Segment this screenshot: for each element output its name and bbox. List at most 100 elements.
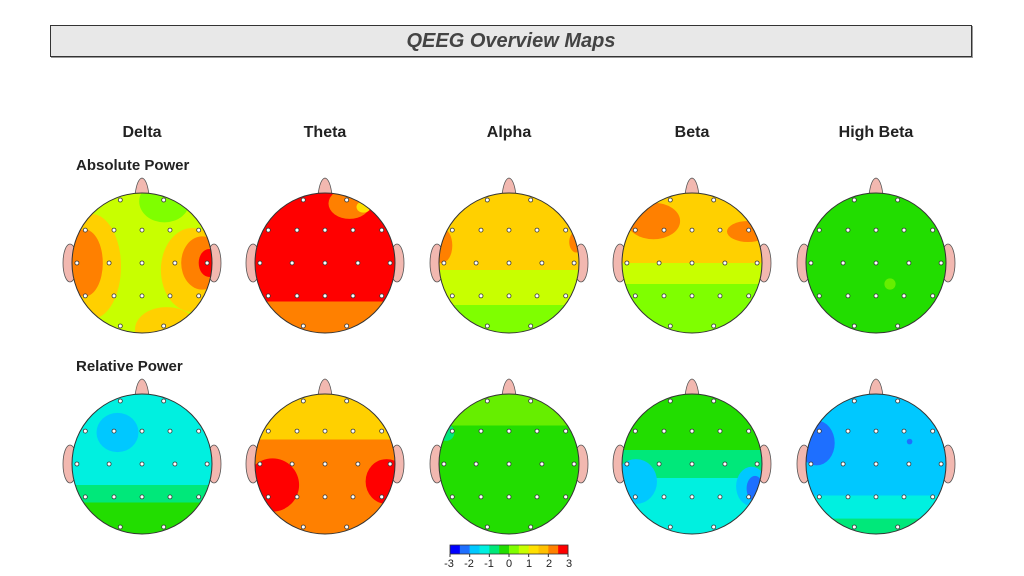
electrode-marker	[139, 293, 145, 299]
electrode-marker	[161, 197, 167, 203]
electrode-marker	[754, 461, 760, 467]
electrode-marker	[161, 323, 167, 329]
electrode-marker	[117, 323, 123, 329]
electrode-marker	[506, 494, 512, 500]
colorbar-bin	[469, 545, 480, 554]
electrode-marker	[895, 398, 901, 404]
electrode-marker	[528, 524, 534, 530]
electrode-marker	[257, 461, 263, 467]
electrode-marker	[528, 323, 534, 329]
electrode-marker	[196, 494, 202, 500]
head-map-absolute-delta	[62, 177, 222, 334]
electrode-marker	[717, 428, 723, 434]
electrode-marker	[111, 428, 117, 434]
electrode-marker	[895, 323, 901, 329]
electrode-marker	[111, 494, 117, 500]
electrode-marker	[74, 461, 80, 467]
electrode-marker	[506, 260, 512, 266]
electrode-marker	[667, 524, 673, 530]
color-field	[255, 394, 395, 534]
nose-shape	[501, 378, 517, 397]
color-band	[72, 485, 212, 503]
electrode-marker	[387, 461, 393, 467]
electrode-marker	[139, 260, 145, 266]
electrode-marker	[534, 293, 540, 299]
electrode-marker	[204, 461, 210, 467]
band-label-theta: Theta	[303, 124, 347, 141]
electrode-marker	[722, 461, 728, 467]
electrode-marker	[632, 428, 638, 434]
electrode-marker	[167, 494, 173, 500]
electrode-marker	[539, 260, 545, 266]
electrode-marker	[851, 524, 857, 530]
electrode-marker	[441, 461, 447, 467]
electrode-marker	[82, 494, 88, 500]
electrode-marker	[506, 227, 512, 233]
head-map-relative-beta	[612, 378, 772, 535]
electrode-marker	[322, 461, 328, 467]
electrode-marker	[711, 323, 717, 329]
head-map-relative-alpha	[429, 378, 589, 535]
electrode-marker	[106, 260, 112, 266]
electrode-marker	[661, 293, 667, 299]
color-field	[622, 193, 762, 333]
electrode-marker	[139, 227, 145, 233]
electrode-marker	[300, 524, 306, 530]
electrode-marker	[478, 227, 484, 233]
electrode-marker	[139, 461, 145, 467]
electrode-marker	[344, 398, 350, 404]
electrode-marker	[379, 494, 385, 500]
nose-shape	[684, 378, 700, 397]
electrode-marker	[632, 293, 638, 299]
electrode-marker	[930, 227, 936, 233]
electrode-marker	[167, 227, 173, 233]
head-outline	[805, 393, 947, 535]
color-region	[365, 459, 395, 504]
electrode-marker	[484, 524, 490, 530]
electrode-marker	[484, 197, 490, 203]
electrode-marker	[717, 227, 723, 233]
head-outline	[254, 192, 396, 334]
electrode-marker	[300, 398, 306, 404]
colorbar-tick: -3	[444, 558, 454, 570]
electrode-marker	[117, 398, 123, 404]
head-outline	[438, 192, 580, 334]
electrode-marker	[901, 227, 907, 233]
color-band	[806, 518, 946, 534]
electrode-marker	[294, 227, 300, 233]
colorbar-bin	[489, 545, 500, 554]
color-region	[626, 202, 681, 240]
electrode-marker	[528, 197, 534, 203]
electrode-marker	[74, 260, 80, 266]
colorbar-bin	[528, 545, 539, 554]
electrode-marker	[82, 293, 88, 299]
electrode-marker	[656, 461, 662, 467]
electrode-marker	[506, 428, 512, 434]
band-label-high-beta: High Beta	[838, 124, 914, 141]
electrode-marker	[689, 494, 695, 500]
electrode-marker	[851, 398, 857, 404]
electrode-marker	[117, 524, 123, 530]
electrode-marker	[563, 227, 569, 233]
electrode-marker	[563, 494, 569, 500]
electrode-marker	[851, 197, 857, 203]
electrode-marker	[473, 461, 479, 467]
electrode-marker	[840, 260, 846, 266]
electrode-marker	[172, 260, 178, 266]
electrode-marker	[746, 494, 752, 500]
electrode-marker	[711, 524, 717, 530]
colorbar-tick: -1	[484, 558, 494, 570]
electrode-marker	[930, 293, 936, 299]
electrode-marker	[355, 461, 361, 467]
color-region	[439, 228, 453, 263]
electrode-marker	[204, 260, 210, 266]
electrode-marker	[379, 293, 385, 299]
electrode-marker	[711, 197, 717, 203]
electrode-marker	[717, 293, 723, 299]
colorbar-bin	[518, 545, 529, 554]
head-outline	[621, 192, 763, 334]
electrode-marker	[449, 293, 455, 299]
electrode-marker	[265, 227, 271, 233]
electrode-marker	[930, 494, 936, 500]
electrode-marker	[571, 461, 577, 467]
